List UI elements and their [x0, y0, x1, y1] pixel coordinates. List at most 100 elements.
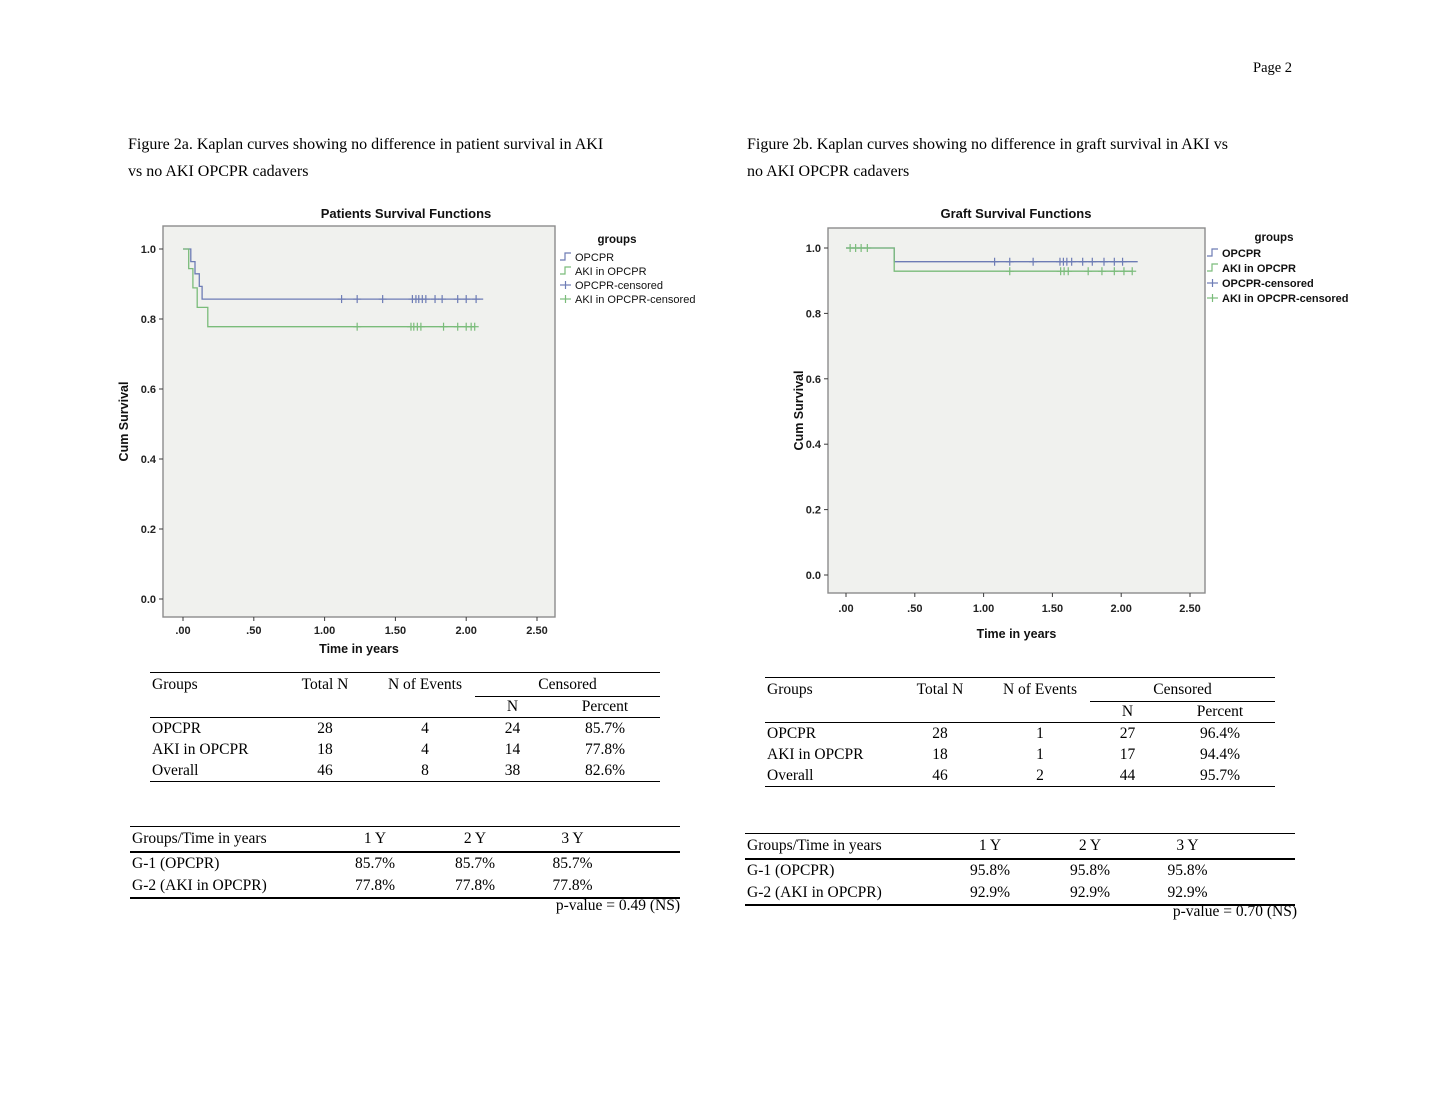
legend-step-symbol: [560, 266, 571, 275]
figure-2a-caption-line2: vs no AKI OPCPR cadavers: [128, 163, 309, 180]
cell-events: 1: [1036, 724, 1044, 742]
y-tick-label: 0.6: [141, 384, 156, 396]
plot-area: [827, 227, 1206, 594]
cell-group: AKI in OPCPR: [767, 745, 864, 763]
legend-entry-label: OPCPR: [1222, 248, 1261, 260]
col-header-groups-time: Groups/Time in years: [130, 826, 325, 853]
x-tick-label: 1.50: [385, 625, 406, 637]
cell-group: G-1 (OPCPR): [747, 862, 835, 879]
cell-group: OPCPR: [152, 719, 202, 737]
graft-summary-table: Groups Total N N of Events Censored N Pe…: [765, 677, 1276, 787]
x-tick-label: .00: [838, 603, 853, 615]
y-tick-label: 0.8: [141, 314, 156, 326]
x-tick-label: 2.00: [455, 625, 476, 637]
x-tick-label: 1.00: [314, 625, 335, 637]
y-tick-label: 0.0: [141, 594, 156, 606]
cell-group: G-2 (AKI in OPCPR): [130, 875, 325, 899]
table-row: OPCPR 28 4 24 85.7%: [150, 718, 660, 740]
graft-survival-chart: Graft Survival Functions .00 .50 1.00 1.50 2.…: [792, 206, 1349, 641]
x-tick-label: .50: [246, 625, 261, 637]
y-tick-label: 0.2: [806, 505, 821, 517]
col-header-n-of-events: N of Events: [387, 675, 463, 693]
cell-3y: 92.9%: [1140, 882, 1235, 906]
col-header-total-n: Total N: [916, 680, 964, 698]
legend-step-symbol: [1207, 248, 1218, 257]
cell-censored-n: 38: [475, 760, 550, 782]
legend-title: groups: [598, 234, 637, 246]
y-tick-label: 1.0: [806, 243, 821, 255]
x-tick-label: .00: [175, 625, 190, 637]
cell-events: 4: [421, 740, 429, 758]
y-tick-label: 0.4: [141, 454, 157, 466]
cell-censored-n: 24: [504, 719, 521, 737]
table-header-row: Groups/Time in years 1 Y 2 Y 3 Y: [745, 833, 1295, 860]
cell-censored-pct: 82.6%: [550, 760, 661, 782]
col-header-censored: Censored: [1090, 677, 1276, 702]
cell-1y: 77.8%: [325, 875, 425, 899]
x-tick-label: .50: [907, 603, 922, 615]
x-tick-label: 2.00: [1110, 603, 1131, 615]
cell-censored-n: 17: [1119, 745, 1136, 763]
aki-in-opcpr-curve: [183, 248, 475, 328]
x-axis-label: Time in years: [319, 642, 399, 656]
cell-censored-pct: 94.4%: [1199, 745, 1241, 763]
y-tick-label: 0.0: [806, 570, 821, 582]
legend-entry-label: AKI in OPCPR: [575, 266, 647, 278]
cell-group: G-1 (OPCPR): [132, 855, 220, 872]
y-tick-label: 0.8: [806, 308, 821, 320]
table-row: Overall 46 2 44 95.7%: [765, 765, 1276, 787]
cell-3y: 77.8%: [525, 875, 620, 899]
col-header-1y: 1 Y: [940, 833, 1040, 860]
cell-total-n: 46: [890, 765, 990, 787]
patient-pvalue: p-value = 0.49 (NS): [555, 897, 680, 914]
x-axis-label: Time in years: [977, 627, 1057, 641]
col-header-censored-n: N: [475, 696, 550, 718]
table-subheader-row: N Percent: [150, 696, 661, 718]
cell-1y: 85.7%: [354, 855, 396, 872]
graft-years-table: Groups/Time in years 1 Y 2 Y 3 Y G-1 (OP…: [745, 833, 1295, 906]
cell-censored-pct: 96.4%: [1199, 724, 1241, 742]
table-row: G-1 (OPCPR) 85.7% 85.7% 85.7%: [130, 852, 680, 875]
col-header-groups-time: Groups/Time in years: [745, 833, 940, 860]
table-header-row: Groups Total N N of Events Censored: [150, 672, 661, 697]
cell-events: 1: [1036, 745, 1044, 763]
cell-censored-n: 14: [504, 740, 521, 758]
cell-3y: 95.8%: [1167, 862, 1208, 879]
cell-censored-n: 44: [1090, 765, 1165, 787]
cell-events: 4: [421, 719, 429, 737]
table-row: G-2 (AKI in OPCPR) 77.8% 77.8% 77.8%: [130, 875, 680, 899]
cell-censored-pct: 77.8%: [584, 740, 626, 758]
cell-events: 2: [990, 765, 1090, 787]
col-header-3y: 3 Y: [525, 826, 620, 853]
legend-entry-label: OPCPR: [575, 252, 614, 264]
col-header-3y: 3 Y: [1140, 833, 1235, 860]
cell-1y: 95.8%: [969, 862, 1011, 879]
cell-total-n: 28: [317, 719, 333, 737]
table-row: G-2 (AKI in OPCPR) 92.9% 92.9% 92.9%: [745, 882, 1295, 906]
col-header-n-of-events: N of Events: [1002, 680, 1078, 698]
y-tick-label: 1.0: [141, 244, 156, 256]
patient-years-table: Groups/Time in years 1 Y 2 Y 3 Y G-1 (OP…: [130, 826, 680, 899]
col-header-censored-percent: Percent: [550, 696, 661, 718]
legend-entry-label: OPCPR-censored: [575, 280, 663, 292]
figure-2b-caption-line1: Figure 2b. Kaplan curves showing no diff…: [747, 136, 1228, 153]
legend-step-symbol: [1207, 263, 1218, 272]
cell-3y: 85.7%: [552, 855, 593, 872]
table-header-row: Groups/Time in years 1 Y 2 Y 3 Y: [130, 826, 680, 853]
cell-group: AKI in OPCPR: [152, 740, 249, 758]
patient-summary-table: Groups Total N N of Events Censored N Pe…: [150, 672, 661, 782]
x-tick-label: 2.50: [526, 625, 547, 637]
legend-entry-label: AKI in OPCPR-censored: [575, 294, 695, 306]
col-header-total-n: Total N: [301, 675, 349, 693]
legend-entry-label: AKI in OPCPR-censored: [1222, 293, 1349, 305]
y-tick-label: 0.6: [806, 374, 821, 386]
col-header-2y: 2 Y: [425, 826, 525, 853]
table-row: OPCPR 28 1 27 96.4%: [765, 723, 1275, 745]
x-tick-label: 1.00: [973, 603, 994, 615]
cell-total-n: 18: [317, 740, 333, 758]
cell-total-n: 18: [932, 745, 948, 763]
cell-2y: 95.8%: [1069, 862, 1111, 879]
cell-total-n: 46: [275, 760, 375, 782]
y-tick-label: 0.4: [806, 439, 822, 451]
